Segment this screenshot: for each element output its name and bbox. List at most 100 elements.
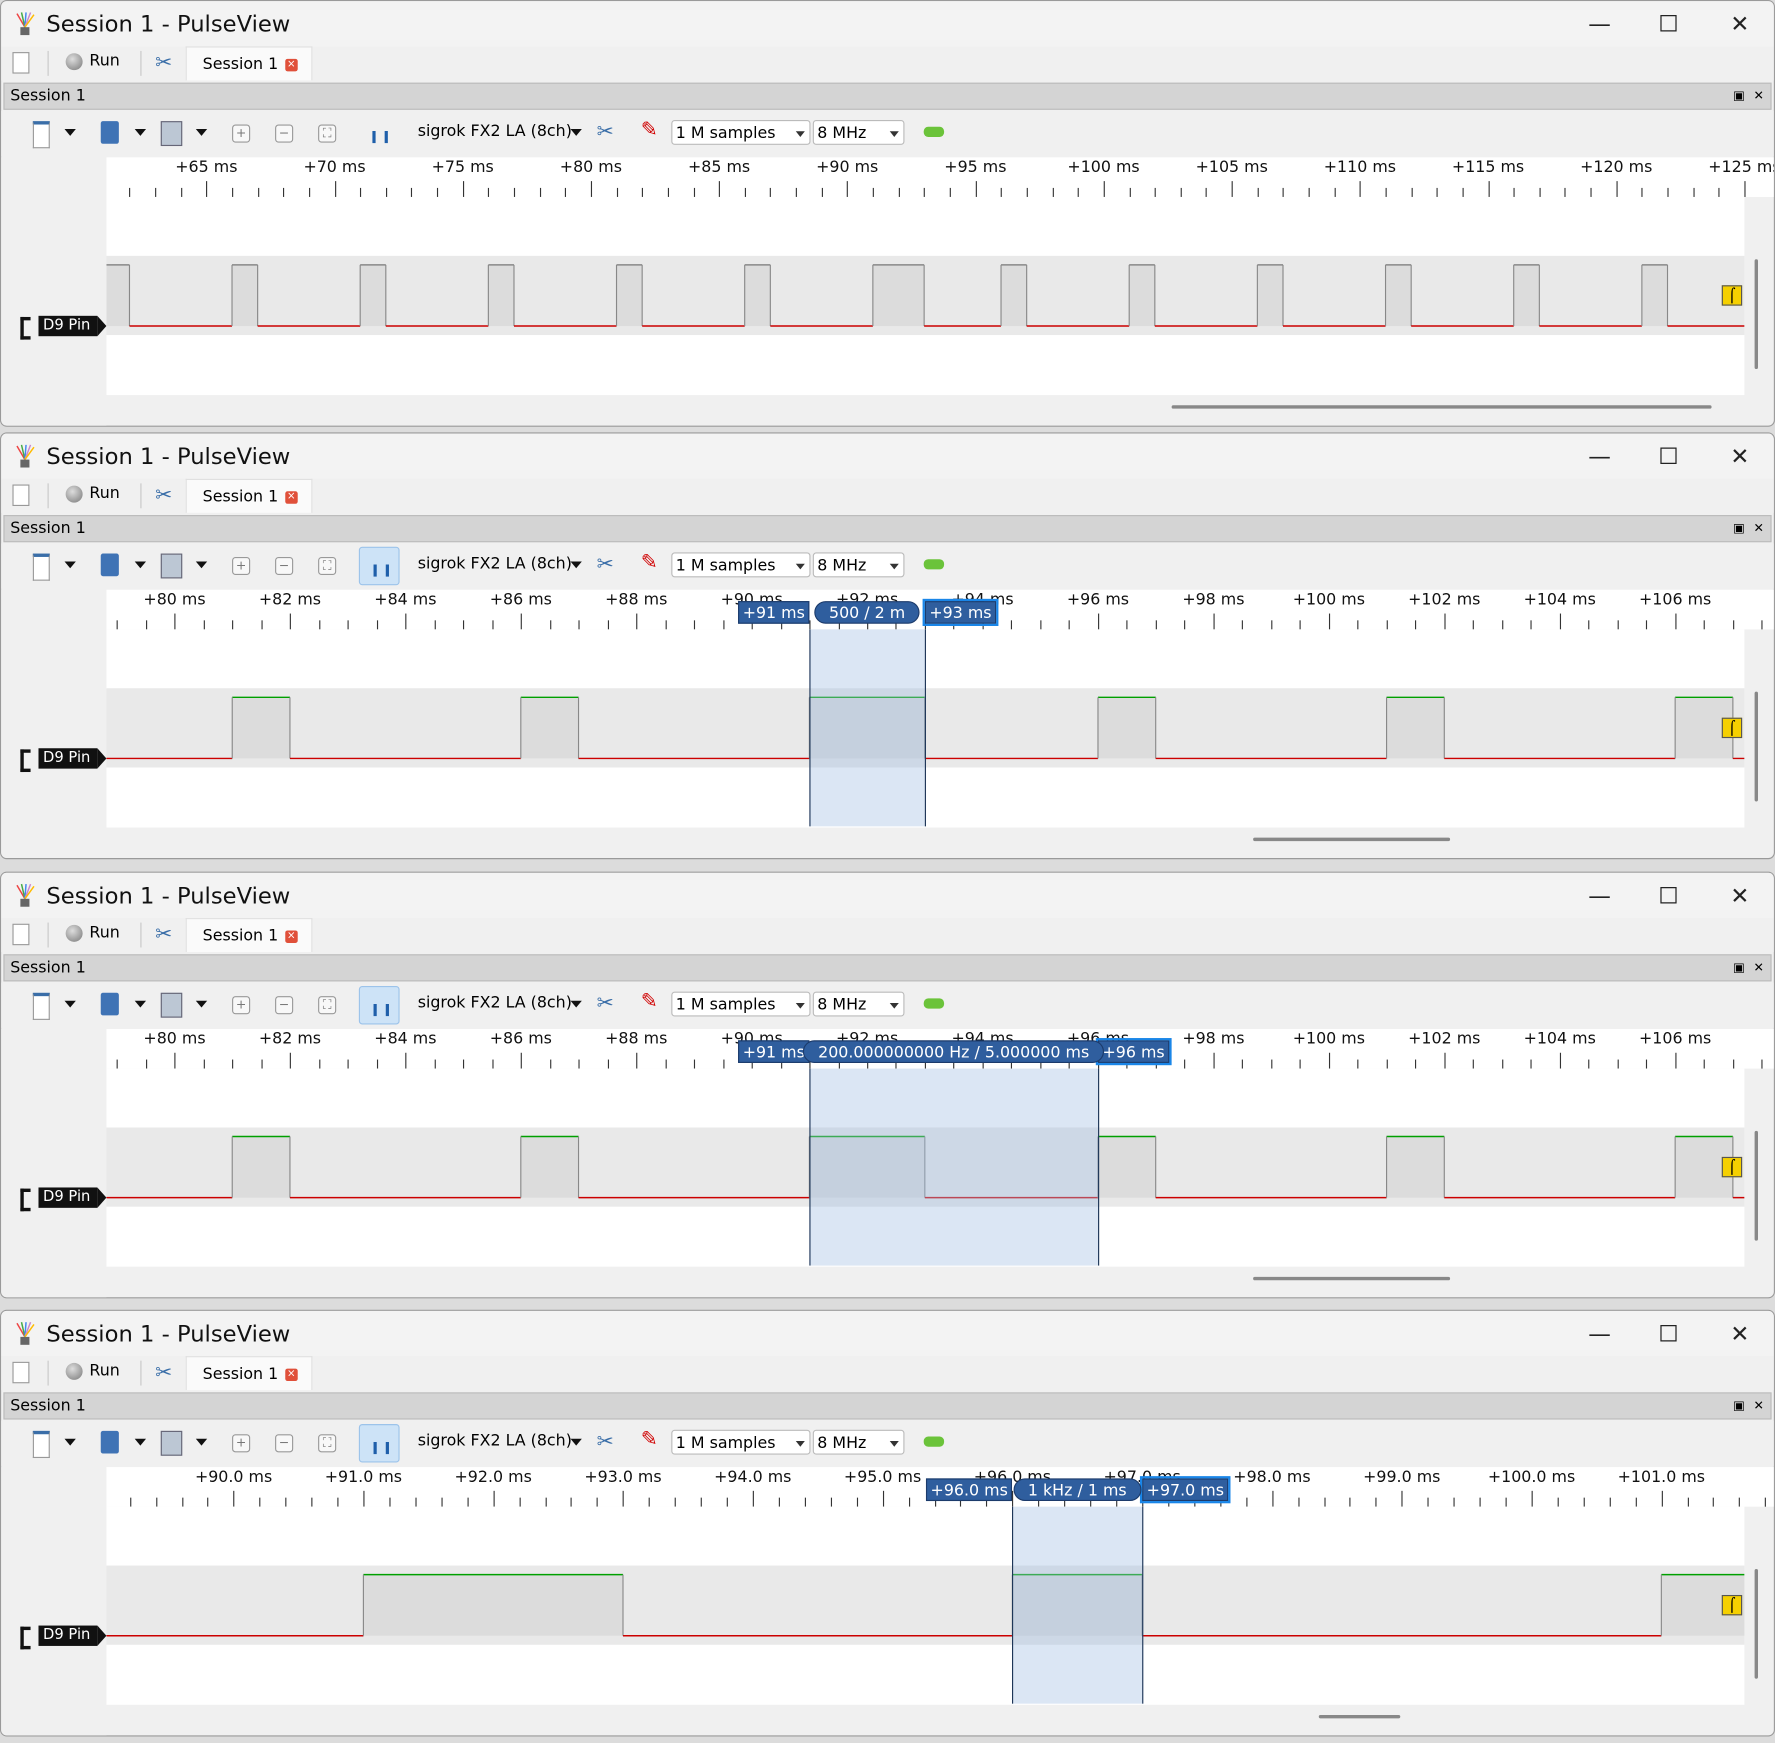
tab-session-1[interactable]: Session 1 × (185, 1356, 313, 1391)
new-view-icon[interactable] (32, 553, 50, 581)
show-cursors-button[interactable]: ╻╻ (358, 546, 400, 586)
show-cursors-button[interactable]: ╻╻ (359, 114, 400, 152)
close-button[interactable]: ✕ (1730, 1319, 1750, 1348)
open-dropdown-icon[interactable] (134, 561, 147, 569)
probe-config-icon[interactable]: ✎ (640, 1427, 658, 1452)
maximize-button[interactable]: ☐ (1658, 442, 1679, 470)
device-config-icon[interactable]: ✂ (596, 119, 614, 144)
dock-float-icon[interactable]: ▣ (1733, 959, 1745, 975)
tab-close-icon[interactable]: × (285, 929, 298, 943)
decoder-icon[interactable] (923, 1436, 945, 1447)
device-config-icon[interactable]: ✂ (596, 991, 614, 1016)
close-button[interactable]: ✕ (1730, 442, 1750, 470)
channel-label-d9[interactable]: D9 Pin (38, 748, 106, 769)
decoder-icon[interactable] (923, 126, 945, 137)
trigger-edge-icon[interactable]: ⌠ (1721, 285, 1743, 306)
save-dropdown-icon[interactable] (195, 561, 208, 569)
save-dropdown-icon[interactable] (195, 1438, 208, 1446)
device-selector[interactable]: sigrok FX2 LA (8ch) (417, 122, 572, 141)
show-cursors-button[interactable]: ╻╻ (358, 985, 400, 1025)
cursor-b-flag[interactable]: +97.0 ms (1139, 1476, 1231, 1504)
maximize-button[interactable]: ☐ (1658, 10, 1679, 38)
save-file-icon[interactable] (160, 553, 183, 579)
vertical-scrollbar[interactable] (1754, 259, 1758, 370)
device-dropdown-icon[interactable] (570, 1438, 582, 1446)
settings-tools-icon[interactable]: ✂ (155, 483, 173, 508)
device-selector[interactable]: sigrok FX2 LA (8ch) (417, 993, 572, 1013)
new-view-dropdown-icon[interactable] (64, 1438, 76, 1446)
device-selector[interactable]: sigrok FX2 LA (8ch) (417, 1431, 572, 1451)
save-file-icon[interactable] (160, 1430, 183, 1456)
open-dropdown-icon[interactable] (134, 1438, 147, 1446)
new-session-icon[interactable] (12, 923, 30, 946)
trace-view[interactable] (106, 196, 1745, 396)
settings-tools-icon[interactable]: ✂ (155, 922, 173, 947)
horizontal-scrollbar[interactable] (1253, 1276, 1450, 1281)
probe-config-icon[interactable]: ✎ (640, 117, 658, 142)
trigger-edge-icon[interactable]: ⌠ (1721, 717, 1743, 739)
device-dropdown-icon[interactable] (570, 1000, 582, 1008)
run-button[interactable]: Run (65, 52, 120, 70)
decoder-icon[interactable] (923, 559, 945, 570)
zoom-fit-icon[interactable]: ⛶ (318, 1434, 337, 1453)
maximize-button[interactable]: ☐ (1658, 881, 1679, 909)
tab-close-icon[interactable]: × (285, 1368, 298, 1381)
run-button[interactable]: Run (65, 924, 120, 942)
new-view-dropdown-icon[interactable] (64, 1000, 76, 1008)
new-view-dropdown-icon[interactable] (64, 561, 76, 569)
new-view-dropdown-icon[interactable] (64, 129, 76, 136)
zoom-in-icon[interactable]: + (232, 996, 251, 1015)
zoom-in-icon[interactable]: + (232, 124, 251, 143)
settings-tools-icon[interactable]: ✂ (155, 50, 173, 75)
minimize-button[interactable]: — (1588, 881, 1611, 909)
zoom-out-icon[interactable]: − (275, 1434, 294, 1453)
sample-rate-select[interactable]: 8 MHz (812, 1429, 905, 1455)
settings-tools-icon[interactable]: ✂ (155, 1360, 173, 1385)
time-ruler[interactable]: +65 ms +70 ms +75 ms +80 ms +85 ms +90 ms +95 … (106, 157, 1774, 197)
vertical-scrollbar[interactable] (1754, 691, 1758, 802)
minimize-button[interactable]: — (1588, 10, 1611, 38)
zoom-fit-icon[interactable]: ⛶ (318, 124, 337, 143)
new-view-icon[interactable] (32, 121, 50, 149)
vertical-scrollbar[interactable] (1754, 1130, 1758, 1241)
run-button[interactable]: Run (65, 1362, 120, 1380)
channel-label-d9[interactable]: D9 Pin (38, 1187, 106, 1208)
zoom-out-icon[interactable]: − (275, 996, 294, 1015)
new-session-icon[interactable] (12, 1361, 30, 1384)
save-file-icon[interactable] (160, 121, 183, 147)
run-button[interactable]: Run (65, 484, 120, 503)
cursor-selection-region[interactable] (1012, 1506, 1144, 1704)
minimize-button[interactable]: — (1588, 442, 1611, 470)
sample-count-select[interactable]: 1 M samples (671, 552, 811, 578)
dock-close-icon[interactable]: ✕ (1753, 959, 1764, 975)
open-file-icon[interactable] (100, 121, 119, 144)
tab-session-1[interactable]: Session 1 × (185, 918, 313, 953)
cursor-a-flag[interactable]: +91 ms (738, 601, 810, 624)
zoom-in-icon[interactable]: + (232, 1434, 251, 1453)
device-config-icon[interactable]: ✂ (596, 1429, 614, 1454)
trace-view[interactable] (106, 1068, 1745, 1267)
save-file-icon[interactable] (160, 992, 183, 1018)
horizontal-scrollbar[interactable] (1171, 405, 1712, 409)
dock-float-icon[interactable]: ▣ (1733, 88, 1745, 104)
tab-session-1[interactable]: Session 1 × (185, 46, 313, 81)
trace-view[interactable] (106, 1506, 1745, 1705)
sample-count-select[interactable]: 1 M samples (671, 119, 811, 145)
show-cursors-button[interactable]: ╻╻ (358, 1424, 400, 1463)
sample-rate-select[interactable]: 8 MHz (812, 552, 905, 578)
sample-count-select[interactable]: 1 M samples (671, 991, 811, 1017)
channel-label-d9[interactable]: D9 Pin (38, 315, 106, 337)
open-dropdown-icon[interactable] (134, 129, 147, 136)
maximize-button[interactable]: ☐ (1658, 1319, 1679, 1348)
new-session-icon[interactable] (12, 52, 30, 74)
dock-close-icon[interactable]: ✕ (1753, 520, 1764, 536)
tab-session-1[interactable]: Session 1 × (185, 478, 313, 513)
zoom-out-icon[interactable]: − (275, 124, 294, 143)
zoom-in-icon[interactable]: + (232, 556, 251, 576)
decoder-icon[interactable] (923, 998, 945, 1009)
probe-config-icon[interactable]: ✎ (640, 989, 658, 1014)
device-config-icon[interactable]: ✂ (596, 552, 614, 577)
zoom-fit-icon[interactable]: ⛶ (318, 556, 337, 576)
open-file-icon[interactable] (100, 1430, 119, 1454)
sample-count-select[interactable]: 1 M samples (671, 1429, 811, 1455)
